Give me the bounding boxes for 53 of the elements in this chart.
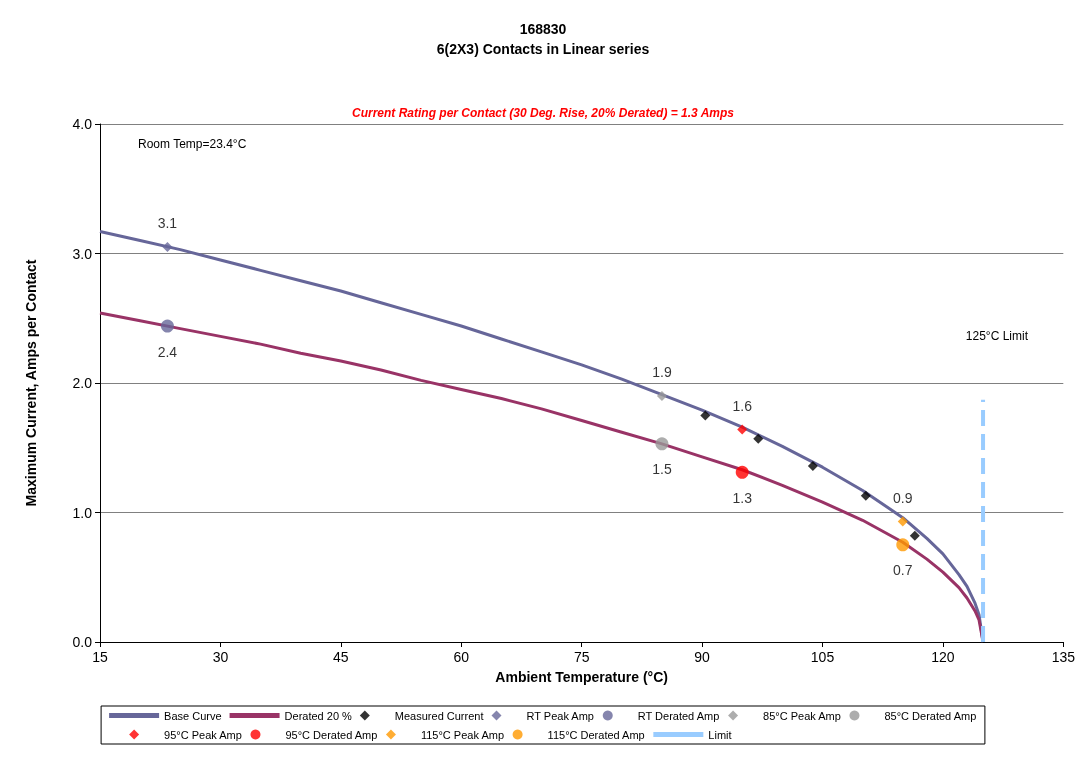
x-tick-label: 105 [810, 649, 835, 665]
x-tick-label: 45 [333, 649, 349, 665]
point [753, 433, 764, 444]
legend-label: 115°C Peak Amp [420, 728, 504, 741]
legend-label: 85°C Derated Amp [884, 709, 977, 722]
legend-label: 95°C Derated Amp [285, 728, 378, 741]
legend-label: RT Peak Amp [526, 709, 594, 722]
annotation: Room Temp=23.4°C [138, 137, 247, 151]
legend-label: 115°C Derated Amp [547, 728, 645, 741]
chart-subtitle: Current Rating per Contact (30 Deg. Rise, 20% Derated) = 1.3 Amps [352, 106, 735, 120]
point [737, 424, 748, 435]
x-tick-label: 120 [931, 649, 955, 665]
point [897, 516, 908, 527]
data-label: 1.9 [652, 363, 672, 380]
data-label: 1.5 [652, 461, 672, 478]
legend-label: Measured Current [394, 709, 484, 722]
x-tick-label: 30 [212, 649, 229, 665]
x-tick-label: 135 [1051, 649, 1076, 665]
x-tick-label: 90 [694, 649, 711, 665]
legend-label: Base Curve [164, 709, 222, 722]
legend-label: Limit [708, 728, 732, 741]
point [655, 437, 669, 451]
y-tick-label: 1.0 [72, 504, 93, 521]
legend-label: RT Derated Amp [637, 709, 720, 722]
data-label: 3.1 [157, 215, 178, 232]
point [700, 410, 711, 421]
point [807, 460, 818, 471]
x-tick-label: 60 [453, 649, 470, 665]
point [860, 490, 871, 501]
y-axis-title: Maximum Current, Amps per Contact [23, 259, 39, 507]
legend-label: Derated 20 % [284, 709, 353, 722]
legend-label: 85°C Peak Amp [763, 709, 841, 722]
point [909, 530, 920, 541]
point [735, 465, 749, 479]
legend-label: 95°C Peak Amp [164, 728, 242, 741]
x-tick-label: 15 [92, 649, 108, 665]
data-label: 0.7 [893, 562, 913, 579]
point [896, 538, 910, 552]
data-label: 1.6 [732, 397, 753, 414]
x-axis-title: Ambient Temperature (°C) [495, 669, 668, 685]
y-tick-label: 2.0 [72, 375, 93, 391]
annotation: 125°C Limit [965, 329, 1029, 343]
y-tick-label: 4.0 [72, 116, 93, 132]
chart-title: 168830 6(2X3) Contacts in Linear series [436, 21, 650, 57]
data-label: 0.9 [893, 489, 913, 506]
y-tick-label: 0.0 [72, 634, 93, 650]
data-label: 2.4 [157, 343, 178, 360]
y-tick-label: 3.0 [72, 245, 93, 262]
point [162, 242, 173, 253]
point [160, 319, 174, 333]
data-label: 1.3 [732, 489, 753, 506]
point [656, 390, 667, 401]
x-tick-label: 75 [573, 649, 590, 665]
